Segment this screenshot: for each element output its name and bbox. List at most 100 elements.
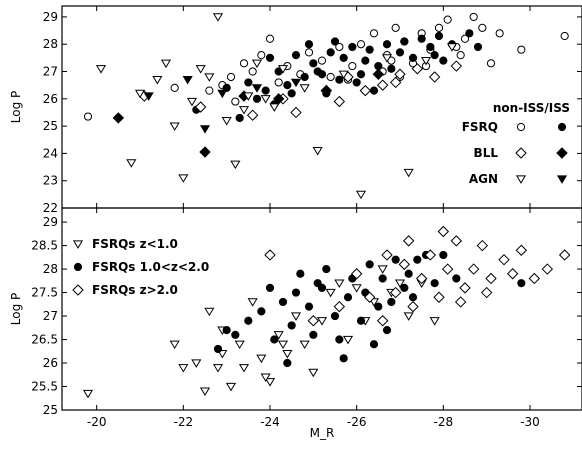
data-point (339, 53, 348, 62)
data-point (480, 286, 493, 299)
data-point (231, 330, 240, 339)
legend: non-ISS/ISS FSRQ BLL AGN (462, 101, 570, 186)
data-point (178, 364, 189, 373)
data-point (290, 106, 302, 119)
data-point (304, 48, 314, 57)
data-point (376, 79, 389, 91)
data-point (389, 286, 402, 299)
data-point (283, 358, 292, 368)
data-point (252, 94, 262, 103)
data-point (369, 86, 379, 95)
data-point (446, 43, 458, 52)
data-point (408, 53, 418, 62)
data-point (308, 368, 319, 378)
data-point (291, 288, 301, 297)
data-point (528, 272, 541, 285)
y-tick-label: 25.5 (31, 380, 58, 394)
data-point (212, 364, 224, 373)
y-tick-label: 27 (43, 65, 58, 79)
data-point (333, 300, 346, 313)
data-point (335, 75, 344, 84)
data-point (273, 331, 284, 340)
data-point (387, 297, 396, 307)
legend-label-fsrq: FSRQ (462, 120, 498, 134)
data-point (485, 272, 497, 285)
data-point (359, 84, 372, 97)
series-fsrq-non-iss (83, 12, 569, 121)
data-point (182, 76, 193, 85)
data-point (322, 264, 331, 274)
data-point (290, 78, 302, 88)
x-tick-label: -28 (434, 415, 454, 429)
data-point (300, 72, 309, 82)
data-point (277, 65, 289, 74)
data-point (486, 59, 496, 68)
data-point (356, 316, 366, 325)
data-point (342, 335, 354, 345)
data-point (387, 64, 396, 73)
data-point (235, 113, 244, 123)
data-point (394, 68, 406, 80)
data-point (495, 29, 504, 38)
data-point (428, 71, 441, 83)
data-point (143, 92, 154, 101)
data-point (225, 382, 237, 392)
y-tick-label: 26.5 (31, 333, 58, 347)
data-point (309, 59, 318, 68)
y-tick-label: 24 (43, 146, 58, 160)
data-point (160, 59, 172, 69)
data-point (239, 59, 249, 68)
data-point (424, 249, 437, 261)
top-panel: 22 23 24 25 26 27 28 29 Log P non-ISS/ISS FSRQ BLL A… (9, 5, 582, 215)
data-point (343, 293, 353, 302)
data-point (403, 312, 414, 321)
data-point (369, 340, 379, 349)
data-point (247, 298, 258, 307)
data-point (558, 249, 571, 261)
data-point (82, 389, 94, 399)
y-axis-label: Log P (9, 293, 23, 325)
data-point (238, 106, 250, 115)
data-point (264, 249, 276, 261)
data-point (437, 225, 450, 238)
y-axis-label: Log P (9, 91, 23, 123)
legend-label-fsrqs-1-0-z-2-0: FSRQs 1.0<z<2.0 (92, 260, 209, 274)
legend-label-bll: BLL (474, 146, 499, 160)
data-point (335, 42, 344, 52)
series-fsrq-iss (192, 29, 483, 123)
x-tick-label: -26 (347, 415, 367, 429)
data-point (402, 235, 415, 247)
data-point (194, 101, 207, 113)
legend-marker-agn-iss (556, 175, 568, 184)
data-point (363, 291, 376, 303)
data-point (178, 174, 189, 183)
data-point (450, 60, 463, 72)
data-point (217, 89, 228, 99)
data-point (498, 253, 510, 266)
data-point (365, 260, 374, 269)
data-point (278, 297, 288, 307)
data-point (221, 116, 232, 126)
data-point (325, 288, 336, 298)
data-point (287, 321, 296, 330)
legend: FSRQs z<1.0 FSRQs 1.0<z<2.0 FSRQs z>2.0 (72, 237, 209, 297)
data-point (348, 42, 357, 52)
data-point (265, 34, 275, 43)
legend-marker-fsrq-non-iss (516, 122, 526, 132)
data-point (248, 67, 257, 76)
data-point (382, 40, 392, 49)
data-point (244, 78, 253, 87)
data-point (152, 76, 163, 85)
data-point (307, 315, 320, 327)
data-point (469, 12, 478, 22)
y-tick-label: 29 (43, 10, 58, 24)
legend-marker-fsrq-iss (557, 122, 567, 132)
data-point (372, 68, 385, 80)
data-point (403, 168, 414, 178)
y-tick-label: 23 (43, 174, 58, 188)
data-point (269, 103, 280, 112)
series-fsrqs-z-2-0 (264, 225, 571, 327)
x-tick-label: -30 (520, 415, 540, 429)
data-point (299, 340, 310, 350)
